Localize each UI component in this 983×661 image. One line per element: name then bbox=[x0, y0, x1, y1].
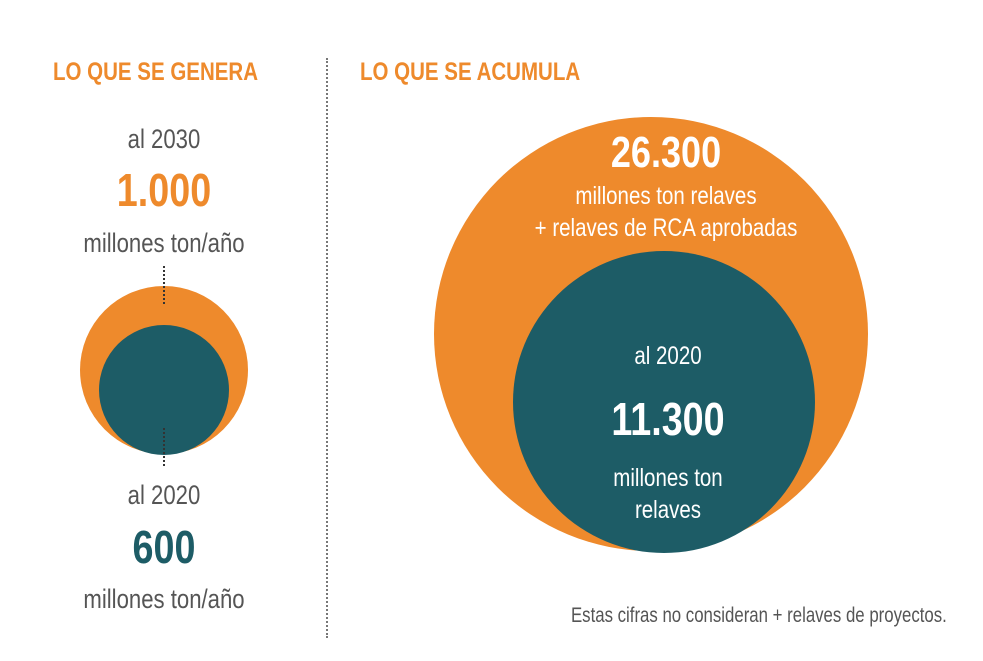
inner-line-1: millones ton bbox=[613, 464, 723, 492]
section-divider bbox=[326, 58, 328, 638]
label-year-2030: al 2030 bbox=[127, 124, 201, 154]
right-inner-circle-2020 bbox=[513, 251, 815, 553]
value-2020: 600 bbox=[132, 521, 196, 573]
label-year-2020: al 2020 bbox=[127, 480, 201, 510]
outer-value: 26.300 bbox=[610, 128, 722, 177]
outer-line-2: + relaves de RCA aprobadas bbox=[534, 214, 798, 242]
inner-value: 11.300 bbox=[611, 393, 725, 445]
connector-2030 bbox=[163, 266, 165, 304]
unit-2020: millones ton/año bbox=[83, 584, 245, 614]
left-section-title: LO QUE SE GENERA bbox=[53, 58, 259, 86]
inner-line-2: relaves bbox=[634, 496, 702, 524]
value-2030: 1.000 bbox=[116, 164, 212, 216]
connector-2020 bbox=[163, 428, 165, 466]
inner-year: al 2020 bbox=[634, 342, 702, 370]
outer-line-1: millones ton relaves bbox=[575, 182, 757, 210]
footnote: Estas cifras no consideran + relaves de … bbox=[571, 604, 947, 627]
left-inner-circle-2020 bbox=[99, 325, 229, 455]
unit-2030: millones ton/año bbox=[83, 228, 245, 258]
right-section-title: LO QUE SE ACUMULA bbox=[360, 58, 581, 86]
